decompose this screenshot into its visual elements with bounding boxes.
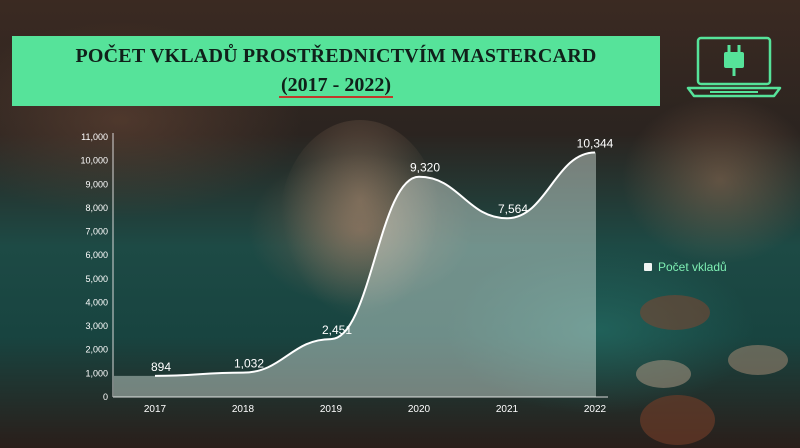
- x-tick-label: 2019: [320, 404, 343, 415]
- x-tick-label: 2017: [144, 404, 167, 415]
- data-label: 2,451: [322, 323, 352, 337]
- x-tick-label: 2020: [408, 404, 431, 415]
- y-tick-label: 11,000: [81, 132, 108, 142]
- chip-decoration: [636, 360, 691, 388]
- y-tick-label: 9,000: [85, 179, 108, 189]
- chart-title: POČET VKLADŮ PROSTŘEDNICTVÍM MASTERCARD: [75, 45, 597, 67]
- y-tick-label: 3,000: [85, 321, 108, 331]
- y-tick-label: 2,000: [85, 345, 108, 355]
- legend: Počet vkladů: [644, 259, 727, 275]
- y-tick-label: 4,000: [85, 297, 108, 307]
- data-label: 9,320: [410, 161, 440, 175]
- chip-decoration: [640, 295, 710, 330]
- x-tick-label: 2018: [232, 404, 255, 415]
- title-banner: POČET VKLADŮ PROSTŘEDNICTVÍM MASTERCARD …: [12, 36, 660, 106]
- series-area: [114, 152, 596, 397]
- x-axis: 2017 2018 2019 2020 2021 2022: [113, 396, 608, 415]
- data-label: 894: [151, 360, 171, 374]
- y-tick-label: 7,000: [85, 227, 108, 237]
- y-tick-label: 1,000: [85, 368, 108, 378]
- data-label: 1,032: [234, 357, 264, 371]
- data-labels: 894 1,032 2,451 9,320 7,564 10,344: [151, 137, 614, 374]
- y-tick-label: 6,000: [85, 250, 108, 260]
- x-tick-label: 2022: [584, 404, 607, 415]
- legend-label: Počet vkladů: [658, 260, 727, 274]
- y-tick-label: 8,000: [85, 203, 108, 213]
- chip-decoration: [728, 345, 788, 375]
- y-tick-label: 10,000: [80, 156, 108, 166]
- data-label: 7,564: [498, 202, 528, 216]
- chip-stack-decoration: [280, 120, 440, 320]
- data-label: 10,344: [577, 137, 614, 151]
- plot-area: [114, 151, 596, 397]
- y-axis: 0 1,000 2,000 3,000 4,000 5,000 6,000 7,000 8,00…: [80, 132, 114, 402]
- chip-decoration: [640, 395, 715, 445]
- chart-subtitle: (2017 - 2022): [12, 74, 660, 98]
- chart-subtitle-text: (2017 - 2022): [279, 74, 393, 98]
- laptop-plug-icon: [686, 36, 782, 98]
- y-tick-label: 5,000: [85, 274, 108, 284]
- x-tick-label: 2021: [496, 404, 519, 415]
- y-tick-label: 0: [103, 392, 108, 402]
- legend-swatch: [644, 263, 652, 271]
